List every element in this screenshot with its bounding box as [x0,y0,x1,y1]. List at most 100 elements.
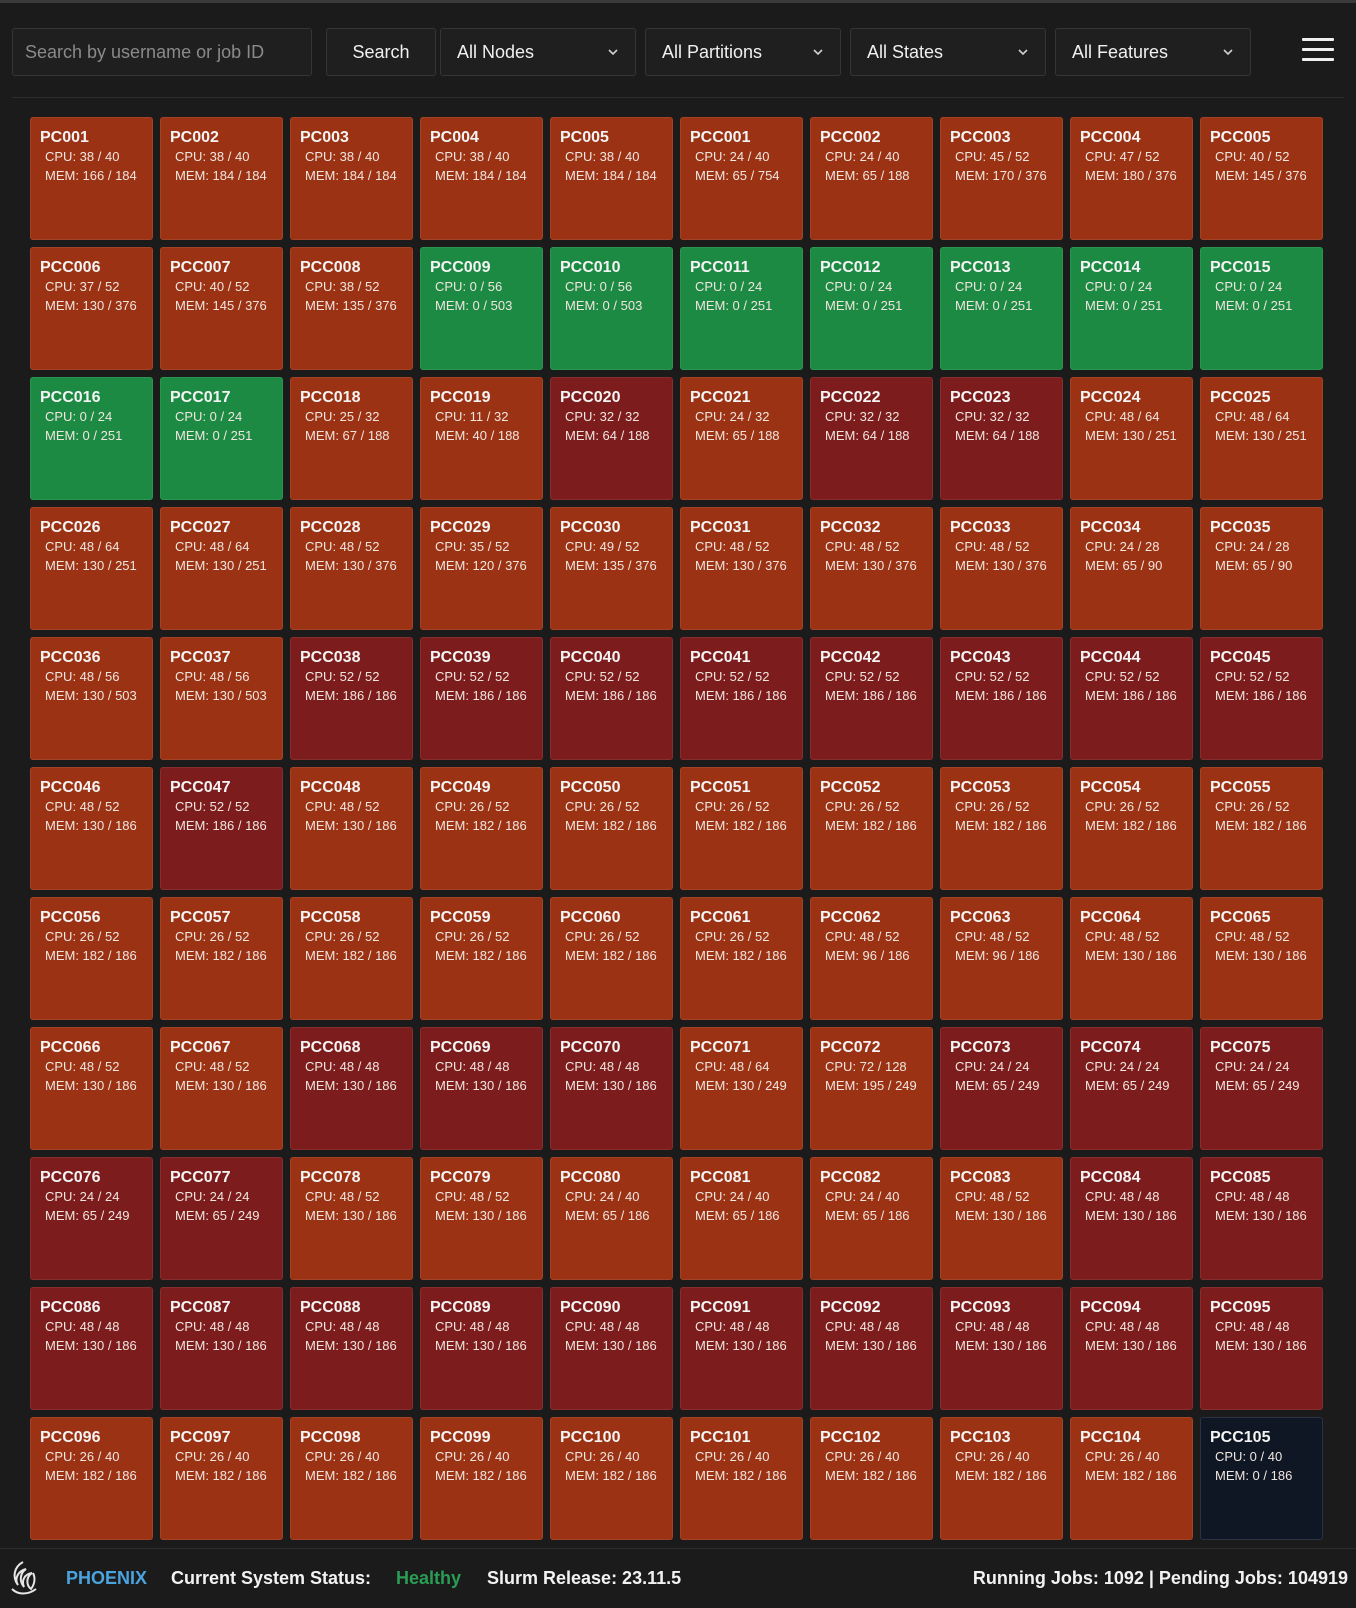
features-filter-dropdown[interactable]: All Features [1055,28,1251,76]
node-tile[interactable]: PCC070 CPU: 48 / 48 MEM: 130 / 186 [550,1027,673,1150]
node-tile[interactable]: PCC037 CPU: 48 / 56 MEM: 130 / 503 [160,637,283,760]
node-tile[interactable]: PCC007 CPU: 40 / 52 MEM: 145 / 376 [160,247,283,370]
node-tile[interactable]: PCC030 CPU: 49 / 52 MEM: 135 / 376 [550,507,673,630]
node-tile[interactable]: PCC066 CPU: 48 / 52 MEM: 130 / 186 [30,1027,153,1150]
node-tile[interactable]: PCC054 CPU: 26 / 52 MEM: 182 / 186 [1070,767,1193,890]
node-tile[interactable]: PCC004 CPU: 47 / 52 MEM: 180 / 376 [1070,117,1193,240]
nodes-filter-dropdown[interactable]: All Nodes [440,28,636,76]
node-tile[interactable]: PCC046 CPU: 48 / 52 MEM: 130 / 186 [30,767,153,890]
node-tile[interactable]: PCC033 CPU: 48 / 52 MEM: 130 / 376 [940,507,1063,630]
node-tile[interactable]: PCC098 CPU: 26 / 40 MEM: 182 / 186 [290,1417,413,1540]
node-tile[interactable]: PCC099 CPU: 26 / 40 MEM: 182 / 186 [420,1417,543,1540]
node-tile[interactable]: PCC050 CPU: 26 / 52 MEM: 182 / 186 [550,767,673,890]
node-tile[interactable]: PCC024 CPU: 48 / 64 MEM: 130 / 251 [1070,377,1193,500]
node-tile[interactable]: PCC056 CPU: 26 / 52 MEM: 182 / 186 [30,897,153,1020]
search-button[interactable]: Search [326,28,436,76]
node-tile[interactable]: PCC023 CPU: 32 / 32 MEM: 64 / 188 [940,377,1063,500]
node-tile[interactable]: PCC040 CPU: 52 / 52 MEM: 186 / 186 [550,637,673,760]
node-tile[interactable]: PCC059 CPU: 26 / 52 MEM: 182 / 186 [420,897,543,1020]
node-tile[interactable]: PCC034 CPU: 24 / 28 MEM: 65 / 90 [1070,507,1193,630]
node-tile[interactable]: PCC043 CPU: 52 / 52 MEM: 186 / 186 [940,637,1063,760]
node-tile[interactable]: PCC044 CPU: 52 / 52 MEM: 186 / 186 [1070,637,1193,760]
node-tile[interactable]: PCC090 CPU: 48 / 48 MEM: 130 / 186 [550,1287,673,1410]
node-tile[interactable]: PCC012 CPU: 0 / 24 MEM: 0 / 251 [810,247,933,370]
node-tile[interactable]: PCC005 CPU: 40 / 52 MEM: 145 / 376 [1200,117,1323,240]
node-tile[interactable]: PCC027 CPU: 48 / 64 MEM: 130 / 251 [160,507,283,630]
node-tile[interactable]: PCC069 CPU: 48 / 48 MEM: 130 / 186 [420,1027,543,1150]
node-tile[interactable]: PCC010 CPU: 0 / 56 MEM: 0 / 503 [550,247,673,370]
node-tile[interactable]: PCC020 CPU: 32 / 32 MEM: 64 / 188 [550,377,673,500]
node-tile[interactable]: PCC057 CPU: 26 / 52 MEM: 182 / 186 [160,897,283,1020]
node-tile[interactable]: PCC025 CPU: 48 / 64 MEM: 130 / 251 [1200,377,1323,500]
node-tile[interactable]: PCC087 CPU: 48 / 48 MEM: 130 / 186 [160,1287,283,1410]
node-tile[interactable]: PC005 CPU: 38 / 40 MEM: 184 / 184 [550,117,673,240]
node-tile[interactable]: PCC064 CPU: 48 / 52 MEM: 130 / 186 [1070,897,1193,1020]
node-tile[interactable]: PCC006 CPU: 37 / 52 MEM: 130 / 376 [30,247,153,370]
node-tile[interactable]: PCC068 CPU: 48 / 48 MEM: 130 / 186 [290,1027,413,1150]
node-tile[interactable]: PCC045 CPU: 52 / 52 MEM: 186 / 186 [1200,637,1323,760]
node-tile[interactable]: PCC039 CPU: 52 / 52 MEM: 186 / 186 [420,637,543,760]
node-tile[interactable]: PCC062 CPU: 48 / 52 MEM: 96 / 186 [810,897,933,1020]
node-tile[interactable]: PCC048 CPU: 48 / 52 MEM: 130 / 186 [290,767,413,890]
node-tile[interactable]: PCC029 CPU: 35 / 52 MEM: 120 / 376 [420,507,543,630]
node-tile[interactable]: PCC035 CPU: 24 / 28 MEM: 65 / 90 [1200,507,1323,630]
node-tile[interactable]: PCC078 CPU: 48 / 52 MEM: 130 / 186 [290,1157,413,1280]
node-tile[interactable]: PCC019 CPU: 11 / 32 MEM: 40 / 188 [420,377,543,500]
node-tile[interactable]: PCC067 CPU: 48 / 52 MEM: 130 / 186 [160,1027,283,1150]
partitions-filter-dropdown[interactable]: All Partitions [645,28,841,76]
node-tile[interactable]: PCC094 CPU: 48 / 48 MEM: 130 / 186 [1070,1287,1193,1410]
node-tile[interactable]: PCC083 CPU: 48 / 52 MEM: 130 / 186 [940,1157,1063,1280]
node-tile[interactable]: PCC096 CPU: 26 / 40 MEM: 182 / 186 [30,1417,153,1540]
node-tile[interactable]: PCC051 CPU: 26 / 52 MEM: 182 / 186 [680,767,803,890]
node-tile[interactable]: PCC022 CPU: 32 / 32 MEM: 64 / 188 [810,377,933,500]
node-tile[interactable]: PCC002 CPU: 24 / 40 MEM: 65 / 188 [810,117,933,240]
node-tile[interactable]: PCC097 CPU: 26 / 40 MEM: 182 / 186 [160,1417,283,1540]
node-tile[interactable]: PCC008 CPU: 38 / 52 MEM: 135 / 376 [290,247,413,370]
node-tile[interactable]: PCC077 CPU: 24 / 24 MEM: 65 / 249 [160,1157,283,1280]
node-tile[interactable]: PCC014 CPU: 0 / 24 MEM: 0 / 251 [1070,247,1193,370]
node-tile[interactable]: PC002 CPU: 38 / 40 MEM: 184 / 184 [160,117,283,240]
node-tile[interactable]: PCC052 CPU: 26 / 52 MEM: 182 / 186 [810,767,933,890]
node-tile[interactable]: PCC061 CPU: 26 / 52 MEM: 182 / 186 [680,897,803,1020]
search-input[interactable] [12,28,312,76]
node-tile[interactable]: PCC071 CPU: 48 / 64 MEM: 130 / 249 [680,1027,803,1150]
node-tile[interactable]: PC004 CPU: 38 / 40 MEM: 184 / 184 [420,117,543,240]
node-tile[interactable]: PCC084 CPU: 48 / 48 MEM: 130 / 186 [1070,1157,1193,1280]
node-tile[interactable]: PCC088 CPU: 48 / 48 MEM: 130 / 186 [290,1287,413,1410]
node-tile[interactable]: PCC081 CPU: 24 / 40 MEM: 65 / 186 [680,1157,803,1280]
node-tile[interactable]: PCC102 CPU: 26 / 40 MEM: 182 / 186 [810,1417,933,1540]
node-tile[interactable]: PCC103 CPU: 26 / 40 MEM: 182 / 186 [940,1417,1063,1540]
node-tile[interactable]: PCC058 CPU: 26 / 52 MEM: 182 / 186 [290,897,413,1020]
node-tile[interactable]: PCC026 CPU: 48 / 64 MEM: 130 / 251 [30,507,153,630]
node-tile[interactable]: PCC075 CPU: 24 / 24 MEM: 65 / 249 [1200,1027,1323,1150]
node-tile[interactable]: PCC105 CPU: 0 / 40 MEM: 0 / 186 [1200,1417,1323,1540]
node-tile[interactable]: PCC072 CPU: 72 / 128 MEM: 195 / 249 [810,1027,933,1150]
node-tile[interactable]: PCC016 CPU: 0 / 24 MEM: 0 / 251 [30,377,153,500]
node-tile[interactable]: PCC001 CPU: 24 / 40 MEM: 65 / 754 [680,117,803,240]
node-tile[interactable]: PCC093 CPU: 48 / 48 MEM: 130 / 186 [940,1287,1063,1410]
node-tile[interactable]: PCC092 CPU: 48 / 48 MEM: 130 / 186 [810,1287,933,1410]
node-tile[interactable]: PCC003 CPU: 45 / 52 MEM: 170 / 376 [940,117,1063,240]
node-tile[interactable]: PCC074 CPU: 24 / 24 MEM: 65 / 249 [1070,1027,1193,1150]
node-tile[interactable]: PCC086 CPU: 48 / 48 MEM: 130 / 186 [30,1287,153,1410]
node-tile[interactable]: PCC091 CPU: 48 / 48 MEM: 130 / 186 [680,1287,803,1410]
node-tile[interactable]: PCC055 CPU: 26 / 52 MEM: 182 / 186 [1200,767,1323,890]
node-tile[interactable]: PCC073 CPU: 24 / 24 MEM: 65 / 249 [940,1027,1063,1150]
node-tile[interactable]: PCC009 CPU: 0 / 56 MEM: 0 / 503 [420,247,543,370]
node-tile[interactable]: PCC049 CPU: 26 / 52 MEM: 182 / 186 [420,767,543,890]
node-tile[interactable]: PCC065 CPU: 48 / 52 MEM: 130 / 186 [1200,897,1323,1020]
node-tile[interactable]: PCC085 CPU: 48 / 48 MEM: 130 / 186 [1200,1157,1323,1280]
node-tile[interactable]: PCC063 CPU: 48 / 52 MEM: 96 / 186 [940,897,1063,1020]
node-tile[interactable]: PCC104 CPU: 26 / 40 MEM: 182 / 186 [1070,1417,1193,1540]
node-tile[interactable]: PCC080 CPU: 24 / 40 MEM: 65 / 186 [550,1157,673,1280]
node-tile[interactable]: PCC089 CPU: 48 / 48 MEM: 130 / 186 [420,1287,543,1410]
node-tile[interactable]: PC001 CPU: 38 / 40 MEM: 166 / 184 [30,117,153,240]
node-tile[interactable]: PCC053 CPU: 26 / 52 MEM: 182 / 186 [940,767,1063,890]
node-tile[interactable]: PCC038 CPU: 52 / 52 MEM: 186 / 186 [290,637,413,760]
node-tile[interactable]: PCC018 CPU: 25 / 32 MEM: 67 / 188 [290,377,413,500]
node-tile[interactable]: PCC017 CPU: 0 / 24 MEM: 0 / 251 [160,377,283,500]
node-tile[interactable]: PCC032 CPU: 48 / 52 MEM: 130 / 376 [810,507,933,630]
node-tile[interactable]: PCC015 CPU: 0 / 24 MEM: 0 / 251 [1200,247,1323,370]
node-tile[interactable]: PCC011 CPU: 0 / 24 MEM: 0 / 251 [680,247,803,370]
node-tile[interactable]: PCC060 CPU: 26 / 52 MEM: 182 / 186 [550,897,673,1020]
